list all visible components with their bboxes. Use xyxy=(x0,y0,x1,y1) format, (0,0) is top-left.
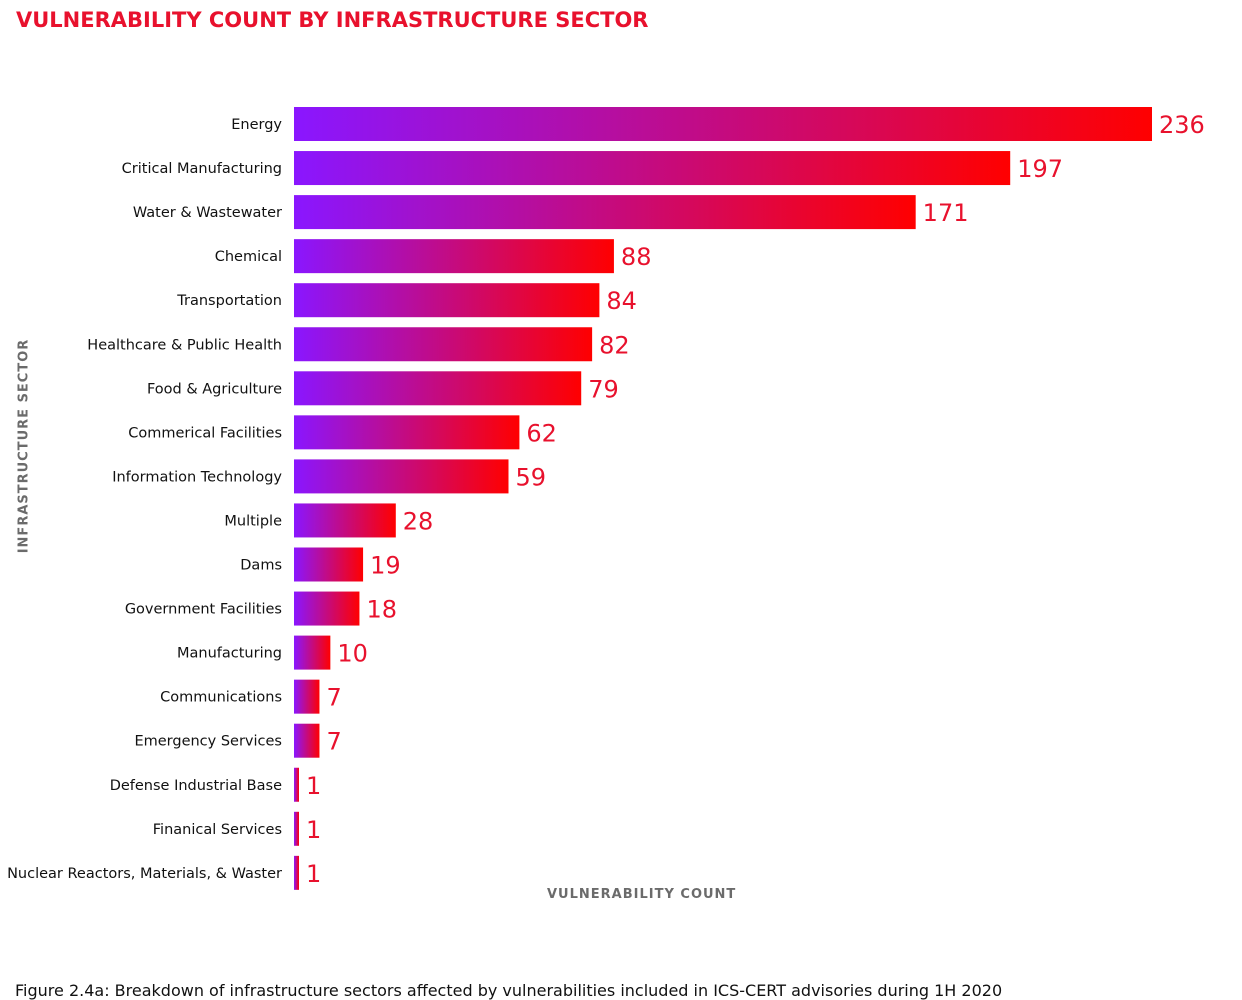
value-label: 18 xyxy=(366,596,397,624)
category-label: Finanical Services xyxy=(153,822,282,838)
bar-row: Nuclear Reactors, Materials, & Waster 1 xyxy=(7,855,321,890)
bar-row: Information Technology 59 xyxy=(112,459,547,494)
value-label: 1 xyxy=(306,816,321,844)
category-label: Transportation xyxy=(176,293,282,309)
category-label: Information Technology xyxy=(112,469,282,485)
category-label: Chemical xyxy=(215,249,282,265)
bar-row: Emergency Services 7 xyxy=(134,723,342,758)
value-label: 7 xyxy=(326,728,341,756)
bar-row: Water & Wastewater 171 xyxy=(133,195,969,230)
bar-row: Chemical 88 xyxy=(215,239,652,274)
value-label: 236 xyxy=(1159,111,1205,139)
bar xyxy=(294,107,1152,141)
bar xyxy=(294,855,299,890)
category-label: Multiple xyxy=(224,513,282,529)
bar xyxy=(294,679,320,714)
bar-row: Dams 19 xyxy=(240,547,401,582)
bar-row: Healthcare & Public Health 82 xyxy=(87,327,630,362)
value-label: 197 xyxy=(1017,155,1063,183)
bar xyxy=(294,151,1011,186)
category-label: Water & Wastewater xyxy=(133,205,282,221)
value-label: 171 xyxy=(923,199,969,227)
bar-row: Commerical Facilities 62 xyxy=(128,415,557,450)
bar xyxy=(294,327,593,362)
bar xyxy=(294,459,509,494)
category-label: Government Facilities xyxy=(125,602,282,618)
value-label: 82 xyxy=(599,331,630,359)
value-label: 19 xyxy=(370,552,401,580)
value-label: 28 xyxy=(403,507,434,535)
bar xyxy=(294,415,520,450)
category-label: Critical Manufacturing xyxy=(122,161,282,177)
bar-row: Communications 7 xyxy=(160,679,342,714)
bar-row: Critical Manufacturing 197 xyxy=(122,151,1063,186)
category-label: Defense Industrial Base xyxy=(110,778,282,794)
category-label: Energy xyxy=(231,117,282,133)
bar-row: Transportation 84 xyxy=(176,283,637,318)
category-label: Communications xyxy=(160,690,282,706)
bar xyxy=(294,591,360,626)
bar-row: Manufacturing 10 xyxy=(177,635,368,670)
bar xyxy=(294,723,320,758)
value-label: 88 xyxy=(621,243,652,271)
bar-row: Multiple 28 xyxy=(224,503,434,538)
bar-row: Food & Agriculture 79 xyxy=(147,371,619,406)
category-label: Food & Agriculture xyxy=(147,381,282,397)
chart-title: VULNERABILITY COUNT BY INFRASTRUCTURE SE… xyxy=(16,8,649,32)
category-label: Healthcare & Public Health xyxy=(87,337,282,353)
bar xyxy=(294,239,614,274)
value-label: 84 xyxy=(606,287,637,315)
value-label: 1 xyxy=(306,772,321,800)
bar xyxy=(294,767,299,802)
bar xyxy=(294,371,582,406)
x-axis-label: VULNERABILITY COUNT xyxy=(547,887,737,902)
category-label: Dams xyxy=(240,558,282,574)
category-label: Nuclear Reactors, Materials, & Waster xyxy=(7,866,282,882)
value-label: 59 xyxy=(516,463,547,491)
bar-row: Defense Industrial Base 1 xyxy=(110,767,321,802)
value-label: 7 xyxy=(326,684,341,712)
bar-row: Government Facilities 18 xyxy=(125,591,397,626)
category-label: Commerical Facilities xyxy=(128,425,282,441)
bar xyxy=(294,635,331,670)
value-label: 79 xyxy=(588,375,619,403)
figure-caption: Figure 2.4a: Breakdown of infrastructure… xyxy=(15,981,1003,1000)
category-label: Manufacturing xyxy=(177,646,282,662)
bar xyxy=(294,283,600,318)
bar xyxy=(294,811,299,846)
category-label: Emergency Services xyxy=(134,734,282,750)
value-label: 62 xyxy=(526,419,557,447)
bar-row: Energy 236 xyxy=(231,107,1205,141)
value-label: 1 xyxy=(306,860,321,888)
bar-row: Finanical Services 1 xyxy=(153,811,321,846)
value-label: 10 xyxy=(337,640,368,668)
bar xyxy=(294,503,396,538)
bar xyxy=(294,547,364,582)
bar xyxy=(294,195,916,230)
